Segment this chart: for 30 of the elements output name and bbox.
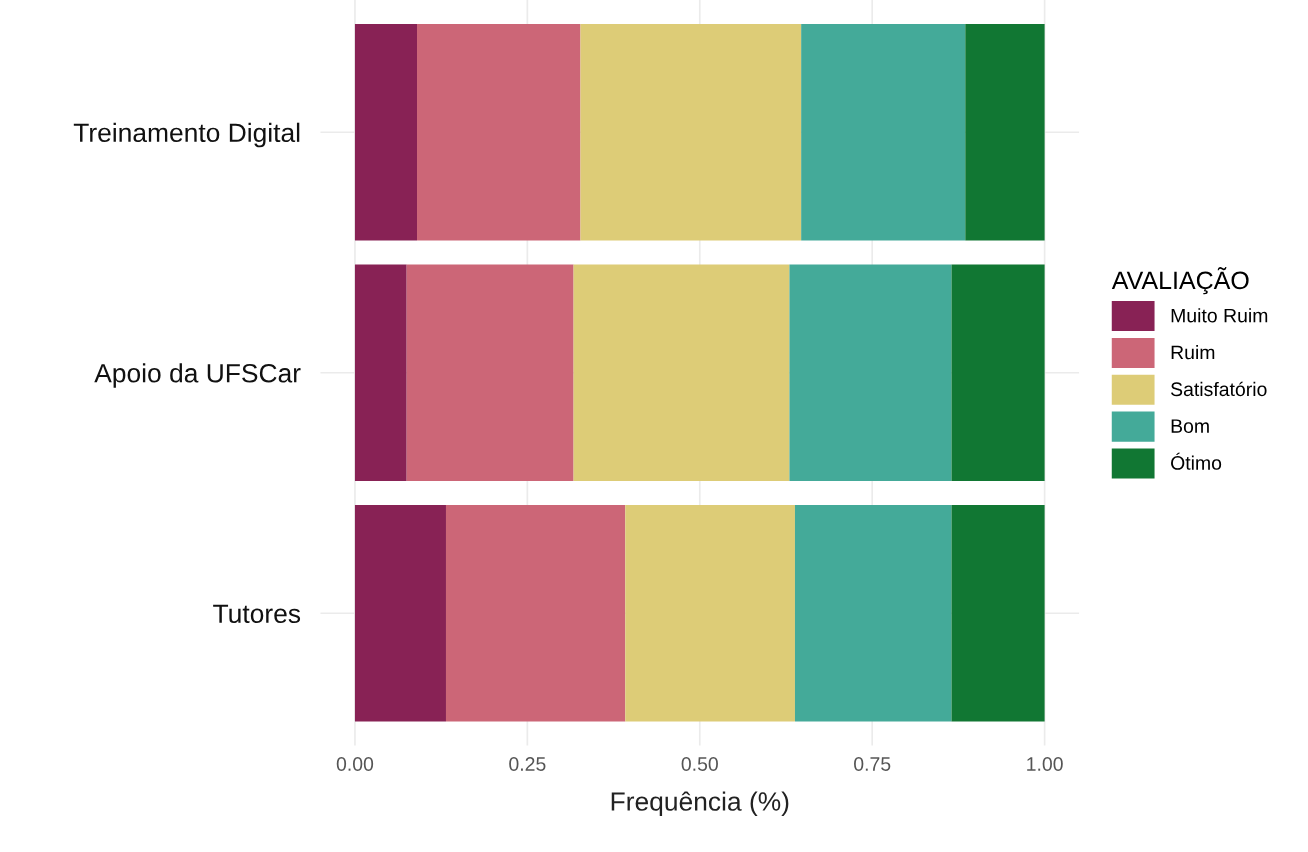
legend-label: Bom xyxy=(1171,419,1209,433)
bar xyxy=(801,24,966,241)
legend-label: Muito Ruim xyxy=(1171,308,1268,323)
legend-label: Satisfatório xyxy=(1170,381,1267,397)
x-tick-label: 0.75 xyxy=(854,757,891,771)
bar xyxy=(445,505,626,722)
bar xyxy=(354,24,418,241)
bar xyxy=(951,264,1045,481)
bar xyxy=(951,505,1045,722)
bar xyxy=(794,505,952,722)
legend-label: Ruim xyxy=(1171,345,1215,360)
y-tick-label: Apoio da UFSCar xyxy=(94,363,301,388)
y-tick-label: Tutores xyxy=(213,604,301,624)
bar xyxy=(580,24,802,241)
bar xyxy=(573,264,790,481)
x-axis-title: Frequência (%) xyxy=(611,791,789,817)
bar xyxy=(417,24,581,241)
x-tick-label: 0.00 xyxy=(336,757,374,771)
bar xyxy=(406,264,574,481)
x-tick-label: 0.50 xyxy=(681,757,718,771)
bar xyxy=(965,24,1045,241)
x-tick-label: 1.00 xyxy=(1027,757,1063,771)
legend-label: Ótimo xyxy=(1171,452,1222,470)
bar xyxy=(625,505,795,722)
bar xyxy=(789,264,952,481)
bar xyxy=(354,505,446,722)
bar xyxy=(354,264,407,481)
y-tick-label: Treinamento Digital xyxy=(73,122,300,148)
legend-title: AVALIAÇÃO xyxy=(1111,267,1249,295)
x-tick-label: 0.25 xyxy=(509,757,546,771)
